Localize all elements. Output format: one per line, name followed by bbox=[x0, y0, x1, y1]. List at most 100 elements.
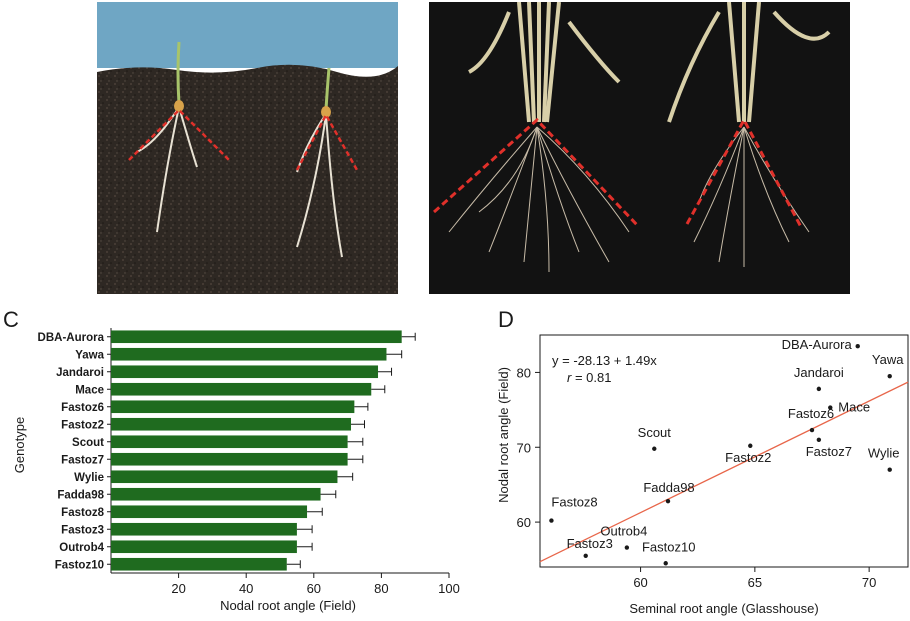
point-dba-aurora bbox=[855, 344, 860, 349]
bar-chart-x-tick-label: 80 bbox=[374, 581, 388, 596]
angle-marker-right bbox=[295, 112, 359, 171]
panel-a-photo bbox=[97, 2, 398, 294]
bar-fastoz8 bbox=[111, 505, 308, 519]
bar-fastoz6 bbox=[111, 400, 355, 414]
category-label: Fastoz10 bbox=[55, 559, 104, 571]
scatter-points: DBA-Aurora Yawa Jandaroi Mace Fastoz6 Fastoz7… bbox=[549, 337, 904, 566]
point-label: Mace bbox=[838, 400, 870, 415]
category-label: Fadda98 bbox=[57, 489, 104, 501]
dark-background bbox=[429, 2, 850, 294]
point-label: Fastoz6 bbox=[788, 406, 834, 421]
point-label: Fadda98 bbox=[643, 480, 694, 495]
regression-line bbox=[539, 381, 909, 563]
bar-mace bbox=[111, 382, 372, 396]
category-label: Yawa bbox=[75, 349, 104, 361]
bar-outrob4 bbox=[111, 540, 297, 554]
bar-chart-x-ticks: 20 40 60 80 100 bbox=[171, 573, 460, 596]
bar-chart-nodal-angle: Genotype Nodal root angle (Field) DBA-Au… bbox=[12, 328, 460, 613]
plant-left-roots bbox=[448, 126, 630, 273]
plant-right-stems bbox=[667, 2, 831, 123]
bar-fastoz7 bbox=[111, 452, 348, 466]
scatter-xlabel: Seminal root angle (Glasshouse) bbox=[629, 601, 818, 616]
point-yawa bbox=[887, 373, 892, 379]
scatter-y-tick-label: 60 bbox=[517, 515, 531, 530]
scatter-r-number: = 0.81 bbox=[575, 370, 612, 385]
category-label: Wylie bbox=[74, 472, 104, 484]
point-label: Wylie bbox=[868, 446, 900, 461]
point-fastoz7 bbox=[816, 437, 822, 442]
bar-scout bbox=[111, 435, 348, 449]
scatter-equation: y = -28.13 + 1.49x bbox=[552, 353, 657, 368]
scatter-fit-line bbox=[539, 381, 909, 563]
category-label: Outrob4 bbox=[59, 542, 104, 554]
bar-jandaroi bbox=[111, 365, 379, 379]
category-label: DBA-Aurora bbox=[38, 332, 105, 344]
bar-chart-x-tick-label: 20 bbox=[171, 581, 185, 596]
bar-yawa bbox=[111, 347, 387, 361]
soil-area bbox=[97, 64, 398, 294]
bar-chart-x-tick-label: 40 bbox=[239, 581, 253, 596]
point-label: DBA-Aurora bbox=[782, 337, 853, 352]
scatter-axes: 60 65 70 60 70 80 bbox=[517, 334, 909, 590]
scatter-y-tick-label: 80 bbox=[517, 365, 531, 380]
point-label: Fastoz10 bbox=[642, 539, 695, 554]
scatter-frame bbox=[539, 334, 909, 568]
bar-chart-axes bbox=[110, 328, 449, 574]
point-jandaroi bbox=[816, 386, 822, 392]
panel-c-label: C bbox=[3, 307, 19, 332]
point-label: Jandaroi bbox=[794, 365, 844, 380]
seed-left bbox=[174, 100, 184, 112]
point-label: Yawa bbox=[872, 352, 904, 367]
point-label: Fastoz7 bbox=[806, 444, 852, 459]
bar-chart-x-tick-label: 60 bbox=[307, 581, 321, 596]
scatter-x-tick-label: 60 bbox=[633, 575, 647, 590]
scatter-chart-root-angle: Nodal root angle (Field) Seminal root an… bbox=[496, 334, 909, 616]
bar-chart-xlabel: Nodal root angle (Field) bbox=[220, 598, 356, 613]
scatter-x-tick-label: 65 bbox=[748, 575, 762, 590]
point-label: Scout bbox=[638, 425, 672, 440]
category-label: Fastoz7 bbox=[61, 454, 104, 466]
point-scout bbox=[652, 446, 657, 451]
seed-right bbox=[321, 106, 331, 118]
bar-fastoz2 bbox=[111, 417, 351, 431]
category-label: Scout bbox=[72, 437, 104, 449]
category-label: Fastoz3 bbox=[61, 524, 104, 536]
point-fastoz10 bbox=[663, 561, 668, 566]
category-label: Fastoz2 bbox=[61, 419, 104, 431]
point-label: Outrob4 bbox=[600, 524, 647, 539]
point-wylie bbox=[887, 467, 892, 472]
bar-wylie bbox=[111, 470, 338, 484]
seedling-shoot-left bbox=[176, 41, 181, 105]
point-label: Fastoz3 bbox=[567, 536, 613, 551]
panel-d-label: D bbox=[498, 307, 514, 332]
bar-chart-ylabel: Genotype bbox=[12, 417, 27, 473]
point-fastoz6 bbox=[809, 427, 815, 433]
category-label: Mace bbox=[75, 384, 104, 396]
plant-left-stems bbox=[467, 2, 621, 123]
plant-right-roots bbox=[693, 126, 810, 267]
bar-dba-aurora bbox=[111, 330, 402, 344]
bar-fastoz10 bbox=[111, 557, 287, 571]
point-fastoz3 bbox=[583, 553, 588, 558]
scatter-r-symbol: r bbox=[567, 370, 572, 385]
scatter-ylabel: Nodal root angle (Field) bbox=[496, 367, 511, 503]
panel-b-photo bbox=[429, 2, 850, 294]
point-fastoz8 bbox=[549, 518, 554, 523]
category-label: Fastoz8 bbox=[61, 507, 104, 519]
angle-marker-plant-left bbox=[433, 117, 641, 229]
bar-fadda98 bbox=[111, 487, 321, 501]
scatter-y-tick-label: 70 bbox=[517, 440, 531, 455]
angle-marker-plant-right bbox=[685, 116, 803, 228]
scatter-x-tick-label: 70 bbox=[862, 575, 876, 590]
point-outrob4 bbox=[624, 545, 630, 550]
category-label: Jandaroi bbox=[56, 367, 104, 379]
point-mace bbox=[828, 405, 833, 410]
point-label: Fastoz2 bbox=[725, 450, 771, 465]
bar-fastoz3 bbox=[111, 522, 297, 536]
bar-chart-x-tick-label: 100 bbox=[438, 581, 460, 596]
point-fadda98 bbox=[665, 498, 671, 504]
point-label: Fastoz8 bbox=[551, 495, 597, 510]
category-label: Fastoz6 bbox=[61, 402, 104, 414]
bar-chart-bars bbox=[111, 330, 416, 571]
bar-chart-category-labels: DBA-Aurora Yawa Jandaroi Mace Fastoz6 Fastoz2… bbox=[38, 332, 111, 571]
